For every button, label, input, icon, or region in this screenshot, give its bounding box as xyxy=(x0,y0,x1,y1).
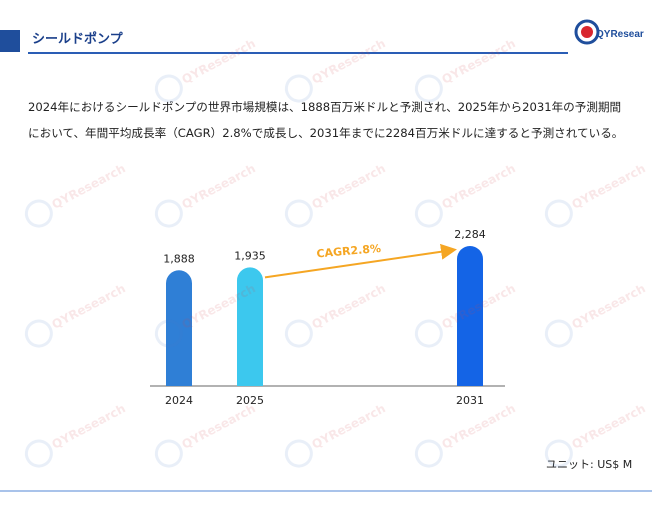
bar-2025 xyxy=(237,267,263,386)
page-title: シールドポンプ xyxy=(32,32,123,47)
qyresearch-logo: QYResearch xyxy=(574,19,644,45)
bar-2024 xyxy=(166,270,192,386)
cagr-label: CAGR2.8% xyxy=(316,242,381,261)
footer-divider xyxy=(0,490,652,492)
svg-text:QYResearch: QYResearch xyxy=(596,29,644,40)
header-divider xyxy=(28,52,568,54)
x-tick-2025: 2025 xyxy=(236,394,264,407)
unit-label: ユニット: US$ M xyxy=(546,458,633,471)
x-tick-2031: 2031 xyxy=(456,394,484,407)
x-tick-2024: 2024 xyxy=(165,394,193,407)
header-accent-bar xyxy=(0,30,20,52)
value-label-2025: 1,935 xyxy=(234,249,266,262)
bar-2031 xyxy=(457,246,483,386)
value-label-2031: 2,284 xyxy=(454,228,486,241)
cagr-arrow xyxy=(264,243,457,279)
value-label-2024: 1,888 xyxy=(163,252,195,265)
market-description: 2024年におけるシールドポンプの世界市場規模は、1888百万米ドルと予測され、… xyxy=(28,100,624,140)
